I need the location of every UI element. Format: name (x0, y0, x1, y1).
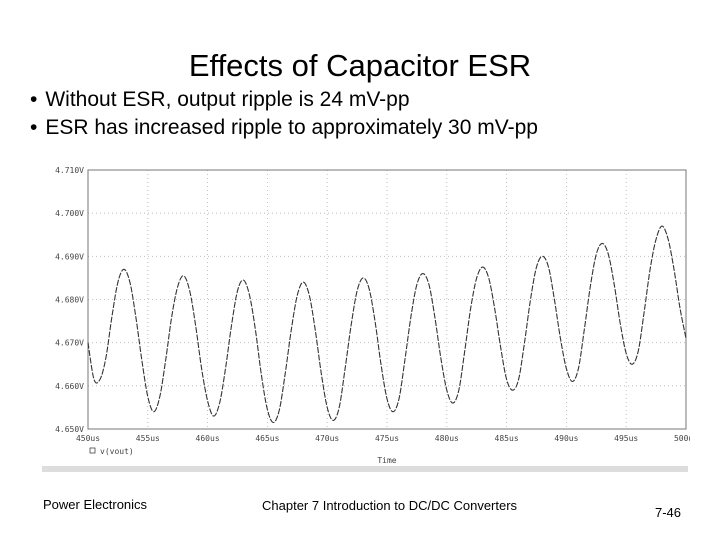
y-tick-label: 4.690V (55, 252, 84, 261)
x-tick-label: 455us (136, 434, 160, 443)
footer-chapter: Chapter 7 Introduction to DC/DC Converte… (262, 498, 518, 513)
x-tick-label: 475us (375, 434, 399, 443)
legend-label: v(vout) (100, 447, 134, 456)
bullet-item: ESR has increased ripple to approximatel… (30, 114, 710, 142)
y-tick-labels: 4.710V 4.700V 4.690V 4.680V 4.670V 4.660V 4.65… (55, 166, 84, 434)
bullet-item: Without ESR, output ripple is 24 mV-pp (30, 86, 710, 114)
y-tick-label: 4.650V (55, 425, 84, 434)
x-tick-label: 450us (76, 434, 100, 443)
y-tick-label: 4.680V (55, 296, 84, 305)
bullet-list: Without ESR, output ripple is 24 mV-pp E… (30, 86, 710, 142)
footer-course: Power Electronics (43, 497, 148, 512)
y-tick-label: 4.700V (55, 209, 84, 218)
x-tick-label: 465us (255, 434, 279, 443)
ripple-waveform-chart: 4.710V 4.700V 4.690V 4.680V 4.670V 4.660V 4.65… (40, 160, 690, 472)
x-tick-label: 495us (614, 434, 638, 443)
series-line-vout (87, 225, 687, 424)
plot-frame (87, 169, 687, 430)
legend: v(vout) (89, 447, 134, 456)
series-layer (87, 225, 687, 424)
x-tick-labels: 450us 455us 460us 465us 470us 475us 480us 485us… (76, 434, 690, 443)
scrollbar-track[interactable] (42, 466, 688, 472)
x-tick-label: 460us (196, 434, 220, 443)
legend-marker (89, 447, 96, 454)
slide-title: Effects of Capacitor ESR (188, 48, 532, 83)
footer-page-number: 7-46 (655, 505, 682, 520)
chart-background (40, 160, 690, 472)
x-tick-label: 490us (554, 434, 578, 443)
y-tick-label: 4.670V (55, 339, 84, 348)
x-tick-label: 480us (435, 434, 459, 443)
y-tick-label: 4.710V (55, 166, 84, 175)
y-tick-label: 4.660V (55, 382, 84, 391)
x-axis-label: Time (377, 456, 396, 465)
x-tick-label: 470us (315, 434, 339, 443)
x-tick-label: 500us (674, 434, 690, 443)
x-tick-label: 485us (495, 434, 519, 443)
